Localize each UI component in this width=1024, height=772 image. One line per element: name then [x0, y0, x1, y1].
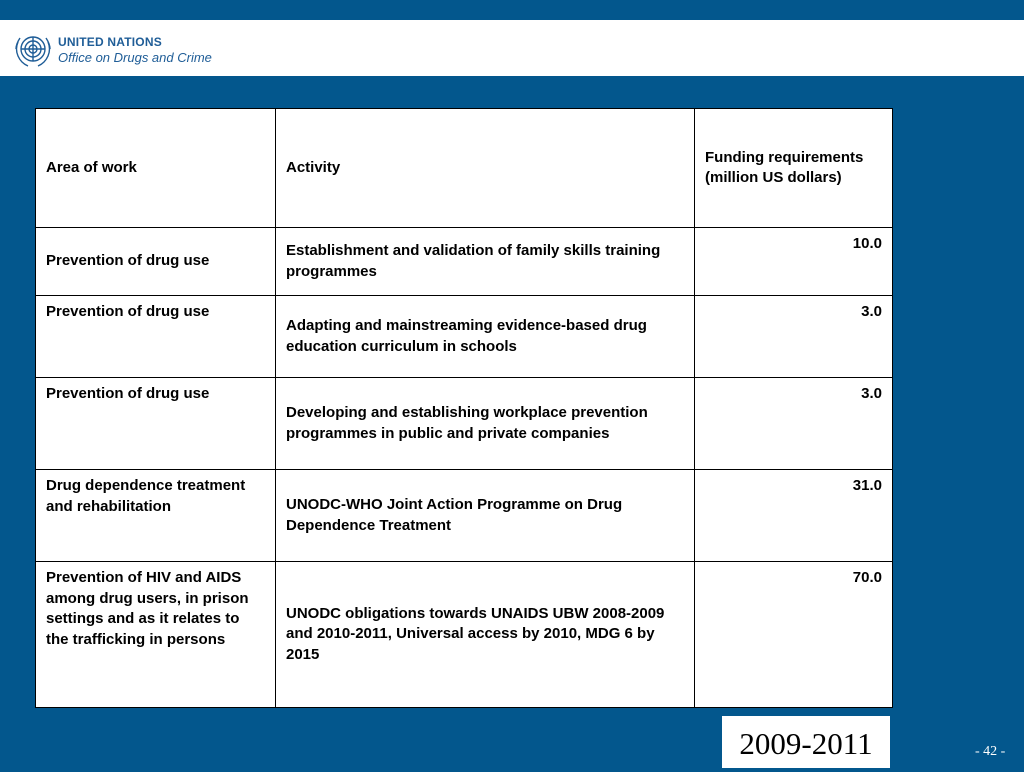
table-row: Prevention of drug use Adapting and main…: [35, 295, 893, 378]
cell-activity: Adapting and mainstreaming evidence-base…: [275, 295, 695, 378]
cell-activity: UNODC obligations towards UNAIDS UBW 200…: [275, 561, 695, 708]
page-number: - 42 -: [975, 744, 1006, 759]
table-row: Prevention of drug use Establishment and…: [35, 227, 893, 296]
top-stripe: [0, 0, 1024, 20]
cell-area: Prevention of HIV and AIDS among drug us…: [35, 561, 276, 708]
cell-funding: 10.0: [694, 227, 893, 296]
funding-table: Area of work Activity Funding requiremen…: [35, 108, 893, 708]
header-funding: Funding requirements (million US dollars…: [694, 108, 893, 228]
header-area-of-work: Area of work: [35, 108, 276, 228]
funding-table-container: Area of work Activity Funding requiremen…: [35, 108, 893, 708]
org-line-2: Office on Drugs and Crime: [58, 50, 212, 65]
cell-funding: 3.0: [694, 377, 893, 470]
organization-name: UNITED NATIONS Office on Drugs and Crime: [58, 34, 212, 66]
period-label: 2009-2011: [739, 726, 873, 761]
header-activity: Activity: [275, 108, 695, 228]
cell-activity: UNODC-WHO Joint Action Programme on Drug…: [275, 469, 695, 562]
cell-area: Prevention of drug use: [35, 227, 276, 296]
cell-funding: 70.0: [694, 561, 893, 708]
cell-funding: 31.0: [694, 469, 893, 562]
un-emblem-icon: [15, 36, 51, 67]
period-box: 2009-2011: [722, 716, 890, 768]
table-row: Drug dependence treatment and rehabilita…: [35, 469, 893, 562]
table-header-row: Area of work Activity Funding requiremen…: [35, 108, 893, 228]
table-row: Prevention of HIV and AIDS among drug us…: [35, 561, 893, 708]
cell-area: Prevention of drug use: [35, 295, 276, 378]
cell-funding: 3.0: [694, 295, 893, 378]
table-row: Prevention of drug use Developing and es…: [35, 377, 893, 470]
org-line-1: UNITED NATIONS: [58, 35, 162, 49]
cell-area: Prevention of drug use: [35, 377, 276, 470]
cell-activity: Developing and establishing workplace pr…: [275, 377, 695, 470]
header-bar: [0, 20, 1024, 76]
cell-area: Drug dependence treatment and rehabilita…: [35, 469, 276, 562]
cell-activity: Establishment and validation of family s…: [275, 227, 695, 296]
